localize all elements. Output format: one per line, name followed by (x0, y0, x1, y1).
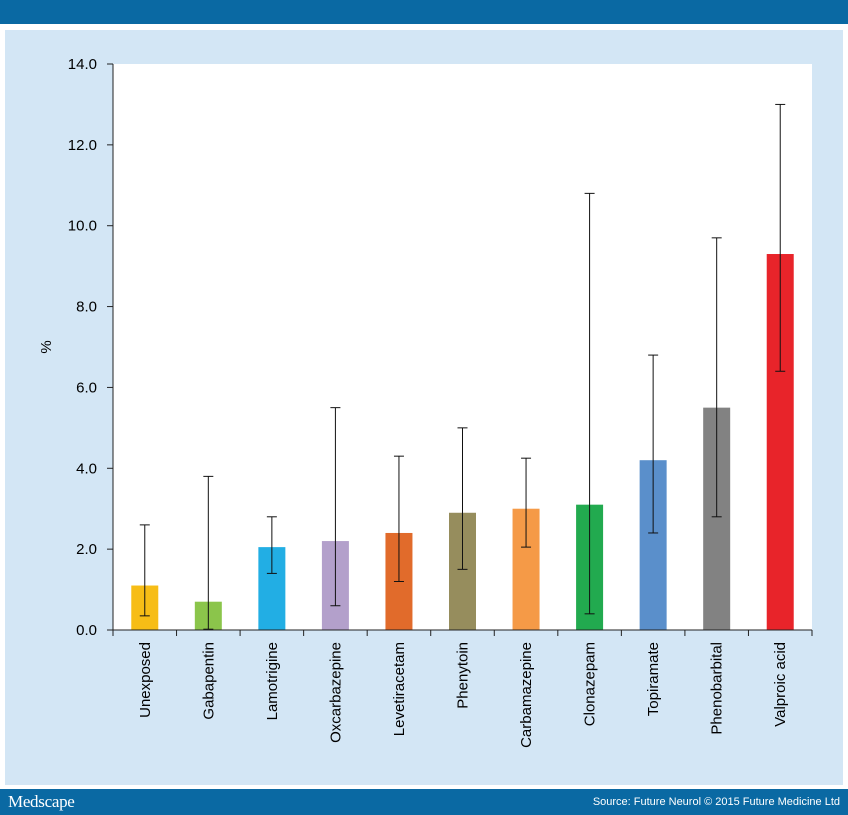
bar-chart: 0.0 2.0 4.0 6.0 8.0 10.0 12.0 14.0 Unexposed Gab… (38, 56, 813, 748)
y-tick-label: 10.0 (68, 218, 97, 235)
y-tick-label: 8.0 (76, 299, 97, 316)
x-tick-label: Carbamazepine (518, 642, 535, 748)
x-tick-label: Clonazepam (582, 642, 599, 726)
y-axis-ticks: 0.0 2.0 4.0 6.0 8.0 10.0 12.0 14.0 (68, 56, 113, 639)
x-tick-label: Lamotrigine (264, 642, 281, 720)
x-tick-label: Oxcarbazepine (327, 642, 344, 743)
figure-panel: 0.0 2.0 4.0 6.0 8.0 10.0 12.0 14.0 Unexposed Gab… (0, 24, 848, 789)
x-axis-ticks: Unexposed Gabapentin Lamotrigine Oxcarbazep… (112, 630, 813, 748)
x-tick-label: Phenobarbital (709, 642, 726, 735)
y-tick-label: 2.0 (76, 541, 97, 558)
y-tick-label: 4.0 (76, 460, 97, 477)
source-credit: Source: Future Neurol © 2015 Future Medi… (592, 796, 840, 808)
error-bars (139, 103, 786, 630)
y-tick-label: 0.0 (76, 622, 97, 639)
y-tick-label: 6.0 (76, 379, 97, 396)
y-tick-label: 12.0 (68, 137, 97, 154)
x-tick-label: Gabapentin (200, 642, 217, 720)
x-tick-label: Topiramate (645, 642, 662, 716)
y-tick-label: 14.0 (68, 56, 97, 73)
top-brand-bar (0, 0, 848, 24)
x-tick-label: Levetiracetam (391, 642, 408, 736)
medscape-logo[interactable]: Medscape (8, 792, 75, 811)
y-axis-label: % (38, 340, 55, 353)
x-tick-label: Phenytoin (455, 642, 472, 709)
x-tick-label: Unexposed (137, 642, 154, 718)
x-tick-label: Valproic acid (772, 642, 789, 727)
footer-bar: Medscape Source: Future Neurol © 2015 Fu… (0, 789, 848, 815)
